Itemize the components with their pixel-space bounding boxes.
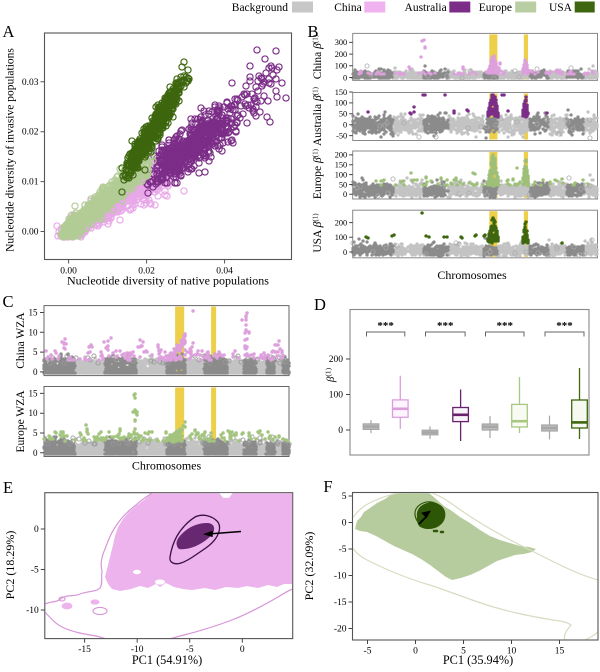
svg-text:Background: Background xyxy=(232,2,288,14)
svg-text:Nucleotide diversity of native: Nucleotide diversity of native populatio… xyxy=(67,274,269,288)
svg-text:PC1 (35.94%): PC1 (35.94%) xyxy=(443,653,513,667)
svg-text:C: C xyxy=(2,292,13,311)
svg-text:50: 50 xyxy=(339,180,347,189)
svg-text:0: 0 xyxy=(33,448,38,458)
svg-text:-5: -5 xyxy=(31,566,39,576)
svg-text:15: 15 xyxy=(29,308,39,318)
svg-text:-15: -15 xyxy=(78,645,91,655)
svg-text:Chromosomes: Chromosomes xyxy=(437,268,507,282)
svg-text:300: 300 xyxy=(335,38,347,47)
svg-text:-5: -5 xyxy=(186,645,194,655)
svg-text:A: A xyxy=(3,22,15,41)
svg-text:Europe: Europe xyxy=(479,2,512,14)
svg-text:0.00: 0.00 xyxy=(22,228,39,238)
svg-text:USA: USA xyxy=(549,2,573,14)
svg-text:-5: -5 xyxy=(364,647,372,657)
svg-text:100: 100 xyxy=(335,170,347,179)
svg-text:F: F xyxy=(323,477,332,496)
svg-text:***: *** xyxy=(437,320,454,332)
svg-text:PC2 (32.09%): PC2 (32.09%) xyxy=(302,532,316,601)
svg-text:150: 150 xyxy=(335,88,347,97)
svg-text:100: 100 xyxy=(329,391,344,401)
svg-text:0: 0 xyxy=(342,519,347,529)
svg-text:10: 10 xyxy=(29,327,39,337)
svg-text:-5: -5 xyxy=(339,545,347,555)
svg-text:0.02: 0.02 xyxy=(138,267,155,277)
svg-text:200: 200 xyxy=(335,218,347,227)
svg-text:10: 10 xyxy=(507,647,517,657)
svg-text:0: 0 xyxy=(34,525,39,535)
svg-text:0: 0 xyxy=(33,367,38,377)
svg-text:15: 15 xyxy=(555,647,565,657)
svg-text:Australia: Australia xyxy=(405,2,447,14)
svg-text:E: E xyxy=(3,478,13,497)
svg-text:-15: -15 xyxy=(334,598,347,608)
svg-text:PC1 (54.91%): PC1 (54.91%) xyxy=(132,653,202,667)
svg-text:-20: -20 xyxy=(334,625,347,635)
svg-text:***: *** xyxy=(556,320,573,332)
svg-text:0.00: 0.00 xyxy=(60,267,77,277)
svg-text:***: *** xyxy=(377,320,394,332)
svg-text:5: 5 xyxy=(33,428,38,438)
svg-text:-50: -50 xyxy=(336,131,347,140)
svg-text:Chromosomes: Chromosomes xyxy=(132,459,202,473)
svg-text:USA β(1): USA β(1) xyxy=(312,213,325,253)
svg-text:50: 50 xyxy=(339,110,347,119)
svg-text:-10: -10 xyxy=(26,606,39,616)
svg-text:200: 200 xyxy=(329,355,344,365)
svg-text:0: 0 xyxy=(343,121,347,130)
svg-text:100: 100 xyxy=(335,233,347,242)
svg-text:Europe β(1): Europe β(1) xyxy=(312,148,325,199)
svg-text:B: B xyxy=(307,22,318,41)
svg-text:10: 10 xyxy=(29,408,39,418)
svg-text:5: 5 xyxy=(33,347,38,357)
svg-text:China β(1): China β(1) xyxy=(312,34,325,79)
svg-text:0.02: 0.02 xyxy=(22,128,39,138)
svg-text:0.04: 0.04 xyxy=(216,267,233,277)
svg-text:0: 0 xyxy=(240,645,245,655)
svg-text:-10: -10 xyxy=(334,572,347,582)
svg-text:***: *** xyxy=(497,320,514,332)
svg-text:PC2 (18.29%): PC2 (18.29%) xyxy=(3,531,17,600)
svg-text:200: 200 xyxy=(335,50,347,59)
svg-text:0: 0 xyxy=(343,248,347,257)
svg-text:China: China xyxy=(334,2,361,14)
svg-text:0: 0 xyxy=(338,426,343,436)
svg-text:-10: -10 xyxy=(131,645,144,655)
svg-text:Australia β(1): Australia β(1) xyxy=(312,86,325,146)
svg-text:200: 200 xyxy=(335,151,347,160)
svg-text:β(1): β(1) xyxy=(324,367,338,383)
svg-text:Europe WZA: Europe WZA xyxy=(15,390,27,453)
svg-text:100: 100 xyxy=(335,62,347,71)
svg-text:0: 0 xyxy=(343,73,347,82)
svg-text:0.01: 0.01 xyxy=(22,178,39,188)
svg-text:5: 5 xyxy=(461,647,466,657)
svg-text:0: 0 xyxy=(413,647,418,657)
svg-text:D: D xyxy=(314,295,326,314)
svg-text:15: 15 xyxy=(29,388,39,398)
svg-text:0: 0 xyxy=(343,190,347,199)
svg-text:150: 150 xyxy=(335,161,347,170)
svg-text:Nucleotide diversity of invasi: Nucleotide diversity of invasive populat… xyxy=(5,48,17,252)
svg-text:5: 5 xyxy=(342,492,347,502)
svg-text:100: 100 xyxy=(335,99,347,108)
svg-text:0.03: 0.03 xyxy=(22,78,39,88)
svg-text:China WZA: China WZA xyxy=(15,312,27,369)
